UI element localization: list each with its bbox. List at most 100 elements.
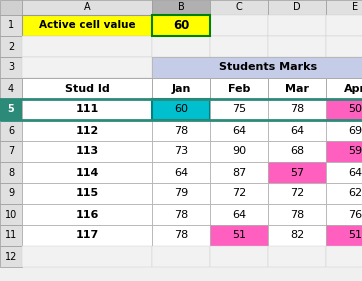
Bar [210, 78, 268, 99]
Bar [0, 0, 22, 15]
Text: 82: 82 [290, 230, 304, 241]
Bar [268, 141, 326, 162]
Text: 62: 62 [348, 189, 362, 198]
Bar [0, 246, 22, 267]
Text: 50: 50 [348, 105, 362, 114]
Text: 9: 9 [8, 189, 14, 198]
Text: Apr: Apr [344, 83, 362, 94]
Bar [210, 141, 268, 162]
Bar [22, 0, 152, 15]
Bar [152, 204, 210, 225]
Bar [268, 78, 326, 99]
Bar [152, 141, 210, 162]
Text: 64: 64 [290, 126, 304, 135]
Text: 5: 5 [8, 105, 14, 114]
Text: 4: 4 [8, 83, 14, 94]
Bar [210, 15, 268, 36]
Bar [0, 57, 22, 78]
Text: 111: 111 [75, 105, 98, 114]
Bar [152, 246, 210, 267]
Text: 60: 60 [174, 105, 188, 114]
Bar [22, 36, 152, 57]
Text: A: A [84, 3, 90, 12]
Text: 78: 78 [174, 210, 188, 219]
Text: 78: 78 [174, 126, 188, 135]
Text: Stud Id: Stud Id [65, 83, 109, 94]
Bar [22, 120, 152, 141]
Bar [326, 120, 362, 141]
Bar [0, 120, 22, 141]
Text: Feb: Feb [228, 83, 250, 94]
Bar [268, 162, 326, 183]
Bar [210, 225, 268, 246]
Text: Jan: Jan [171, 83, 191, 94]
Bar [0, 162, 22, 183]
Bar [326, 15, 362, 36]
Bar [210, 183, 268, 204]
Text: 1: 1 [8, 21, 14, 31]
Bar [152, 36, 210, 57]
Text: 117: 117 [75, 230, 98, 241]
Text: 11: 11 [5, 230, 17, 241]
Text: 112: 112 [75, 126, 98, 135]
Text: 113: 113 [75, 146, 98, 157]
Text: 115: 115 [75, 189, 98, 198]
Bar [152, 162, 210, 183]
Bar [22, 225, 152, 246]
Bar [326, 0, 362, 15]
Text: Mar: Mar [285, 83, 309, 94]
Text: 64: 64 [174, 167, 188, 178]
Bar [268, 225, 326, 246]
Bar [268, 120, 326, 141]
Text: D: D [293, 3, 301, 12]
Text: 7: 7 [8, 146, 14, 157]
Text: E: E [352, 3, 358, 12]
Bar [210, 204, 268, 225]
Bar [22, 57, 152, 78]
Text: 59: 59 [348, 146, 362, 157]
Bar [22, 204, 152, 225]
Bar [210, 36, 268, 57]
Bar [0, 183, 22, 204]
Bar [326, 204, 362, 225]
Bar [210, 162, 268, 183]
Bar [210, 99, 268, 120]
Text: B: B [178, 3, 184, 12]
Text: 64: 64 [232, 210, 246, 219]
Text: 12: 12 [5, 251, 17, 262]
Bar [152, 225, 210, 246]
Text: C: C [236, 3, 243, 12]
Bar [22, 78, 152, 99]
Bar [326, 36, 362, 57]
Bar [326, 183, 362, 204]
Bar [22, 15, 152, 36]
Bar [0, 141, 22, 162]
Text: 116: 116 [75, 210, 99, 219]
Bar [210, 246, 268, 267]
Text: 114: 114 [75, 167, 99, 178]
Text: 78: 78 [290, 105, 304, 114]
Text: 64: 64 [232, 126, 246, 135]
Text: Students Marks: Students Marks [219, 62, 317, 72]
Text: 51: 51 [348, 230, 362, 241]
Bar [0, 99, 362, 120]
Bar [0, 15, 22, 36]
Bar [152, 57, 362, 78]
Text: 6: 6 [8, 126, 14, 135]
Bar [152, 120, 210, 141]
Bar [268, 204, 326, 225]
Bar [268, 36, 326, 57]
Bar [22, 183, 152, 204]
Text: 87: 87 [232, 167, 246, 178]
Bar [210, 120, 268, 141]
Text: 78: 78 [174, 230, 188, 241]
Bar [326, 78, 362, 99]
Text: 2: 2 [8, 42, 14, 51]
Bar [326, 162, 362, 183]
Bar [326, 141, 362, 162]
Text: 69: 69 [348, 126, 362, 135]
Bar [22, 141, 152, 162]
Bar [268, 15, 326, 36]
Bar [22, 246, 152, 267]
Bar [210, 0, 268, 15]
